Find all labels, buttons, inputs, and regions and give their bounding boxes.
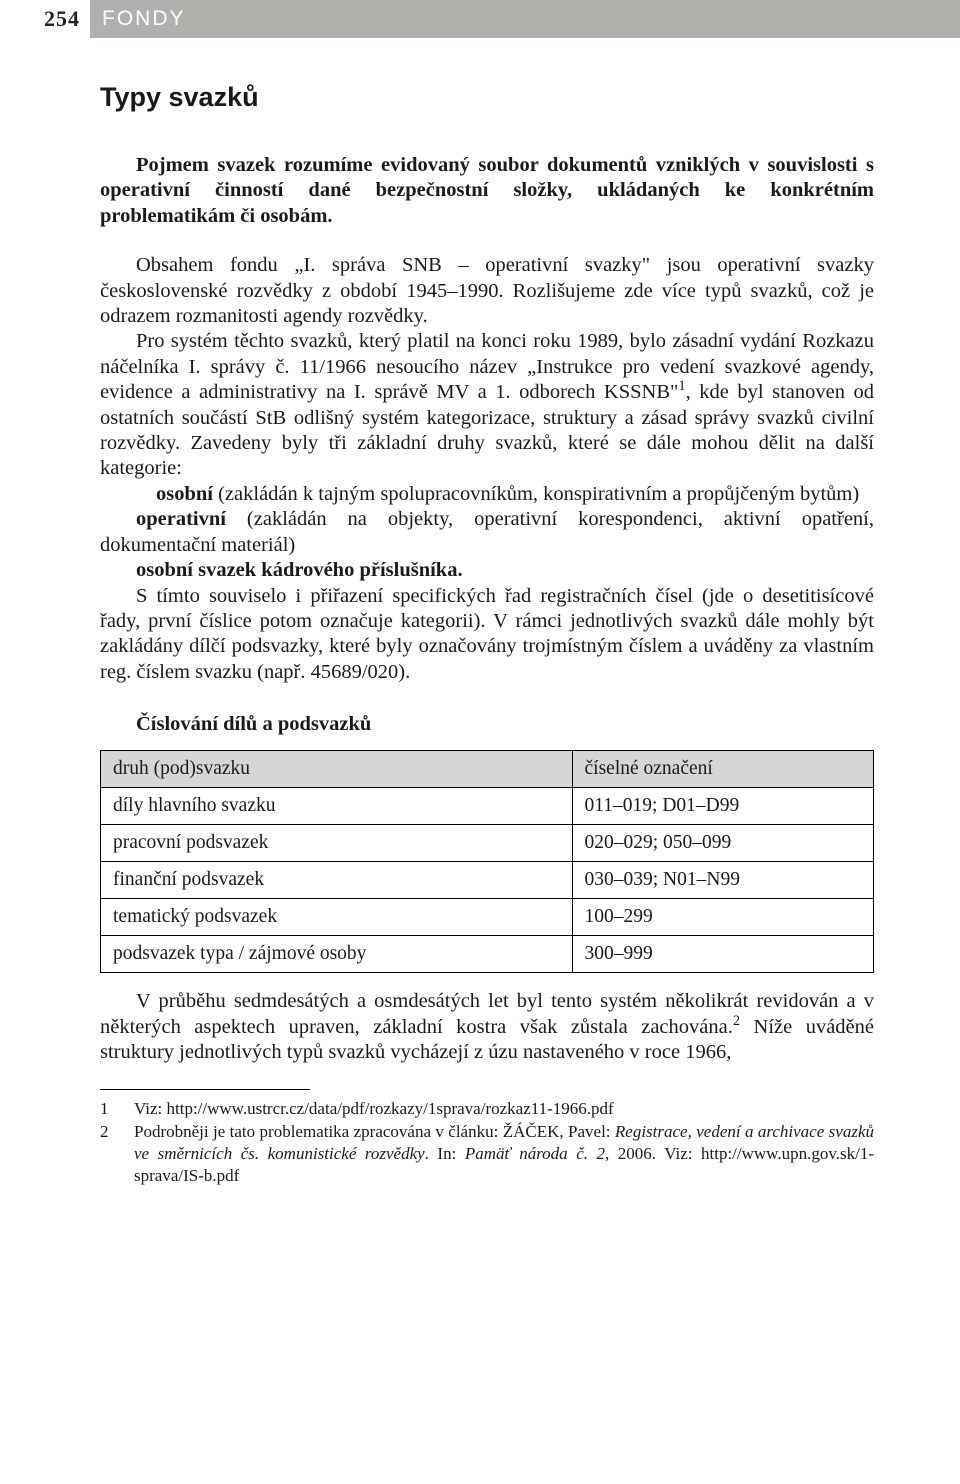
text: . In: — [425, 1144, 465, 1163]
text: (zakládán k tajným spolupracovníkům, kon… — [213, 483, 859, 505]
paragraph: S tímto souviselo i přiřazení specifický… — [100, 584, 874, 686]
table-cell: 100–299 — [572, 899, 873, 936]
paragraph: Pro systém těchto svazků, který platil n… — [100, 329, 874, 481]
footnote-number: 1 — [100, 1098, 134, 1120]
table-heading: Číslování dílů a podsvazků — [136, 713, 874, 736]
table-cell: 011–019; D01–D99 — [572, 788, 873, 825]
running-header: 254 FONDY — [0, 0, 960, 38]
footnotes: 1 Viz: http://www.ustrcr.cz/data/pdf/roz… — [100, 1090, 874, 1186]
page-title: Typy svazků — [100, 82, 874, 113]
header-bar: FONDY — [90, 0, 960, 38]
table-cell: finanční podsvazek — [101, 862, 573, 899]
table-header-row: druh (pod)svazku číselné označení — [101, 751, 874, 788]
intro-paragraph: Pojmem svazek rozumíme evidovaný soubor … — [100, 153, 874, 229]
table-row: finanční podsvazek 030–039; N01–N99 — [101, 862, 874, 899]
footnote-text: Viz: http://www.ustrcr.cz/data/pdf/rozka… — [134, 1098, 614, 1120]
category-label: osobní svazek kádrového příslušníka. — [136, 559, 463, 581]
category-item: osobní svazek kádrového příslušníka. — [100, 558, 874, 583]
section-label: FONDY — [102, 7, 186, 31]
table-cell: tematický podsvazek — [101, 899, 573, 936]
category-item: osobní (zakládán k tajným spolupracovník… — [100, 482, 874, 507]
table-cell: 020–029; 050–099 — [572, 825, 873, 862]
footnote-text: Podrobněji je tato problematika zpracová… — [134, 1121, 874, 1186]
footnote: 1 Viz: http://www.ustrcr.cz/data/pdf/roz… — [100, 1098, 874, 1120]
table-cell: 300–999 — [572, 936, 873, 973]
table-row: tematický podsvazek 100–299 — [101, 899, 874, 936]
table-cell: pracovní podsvazek — [101, 825, 573, 862]
paragraph: Obsahem fondu „I. správa SNB – operativn… — [100, 253, 874, 329]
table-row: pracovní podsvazek 020–029; 050–099 — [101, 825, 874, 862]
table-row: podsvazek typa / zájmové osoby 300–999 — [101, 936, 874, 973]
table-cell: 030–039; N01–N99 — [572, 862, 873, 899]
text-italic: Pamäť národa č. 2 — [465, 1144, 605, 1163]
paragraph: V průběhu sedmdesátých a osmdesátých let… — [100, 989, 874, 1065]
table-cell: podsvazek typa / zájmové osoby — [101, 936, 573, 973]
footnote-ref: 2 — [733, 1013, 740, 1029]
footnote: 2 Podrobněji je tato problematika zpraco… — [100, 1121, 874, 1186]
table-row: díly hlavního svazku 011–019; D01–D99 — [101, 788, 874, 825]
footnote-number: 2 — [100, 1121, 134, 1186]
table-header-cell: číselné označení — [572, 751, 873, 788]
category-label: osobní — [156, 483, 213, 505]
table-header-cell: druh (pod)svazku — [101, 751, 573, 788]
category-item: operativní (zakládán na objekty, operati… — [100, 507, 874, 558]
table-cell: díly hlavního svazku — [101, 788, 573, 825]
page-number: 254 — [0, 0, 90, 38]
body-text: Obsahem fondu „I. správa SNB – operativn… — [100, 253, 874, 685]
text: Podrobněji je tato problematika zpracová… — [134, 1122, 615, 1141]
numbering-table: druh (pod)svazku číselné označení díly h… — [100, 750, 874, 973]
footnote-ref: 1 — [678, 378, 685, 394]
category-label: operativní — [136, 508, 226, 530]
